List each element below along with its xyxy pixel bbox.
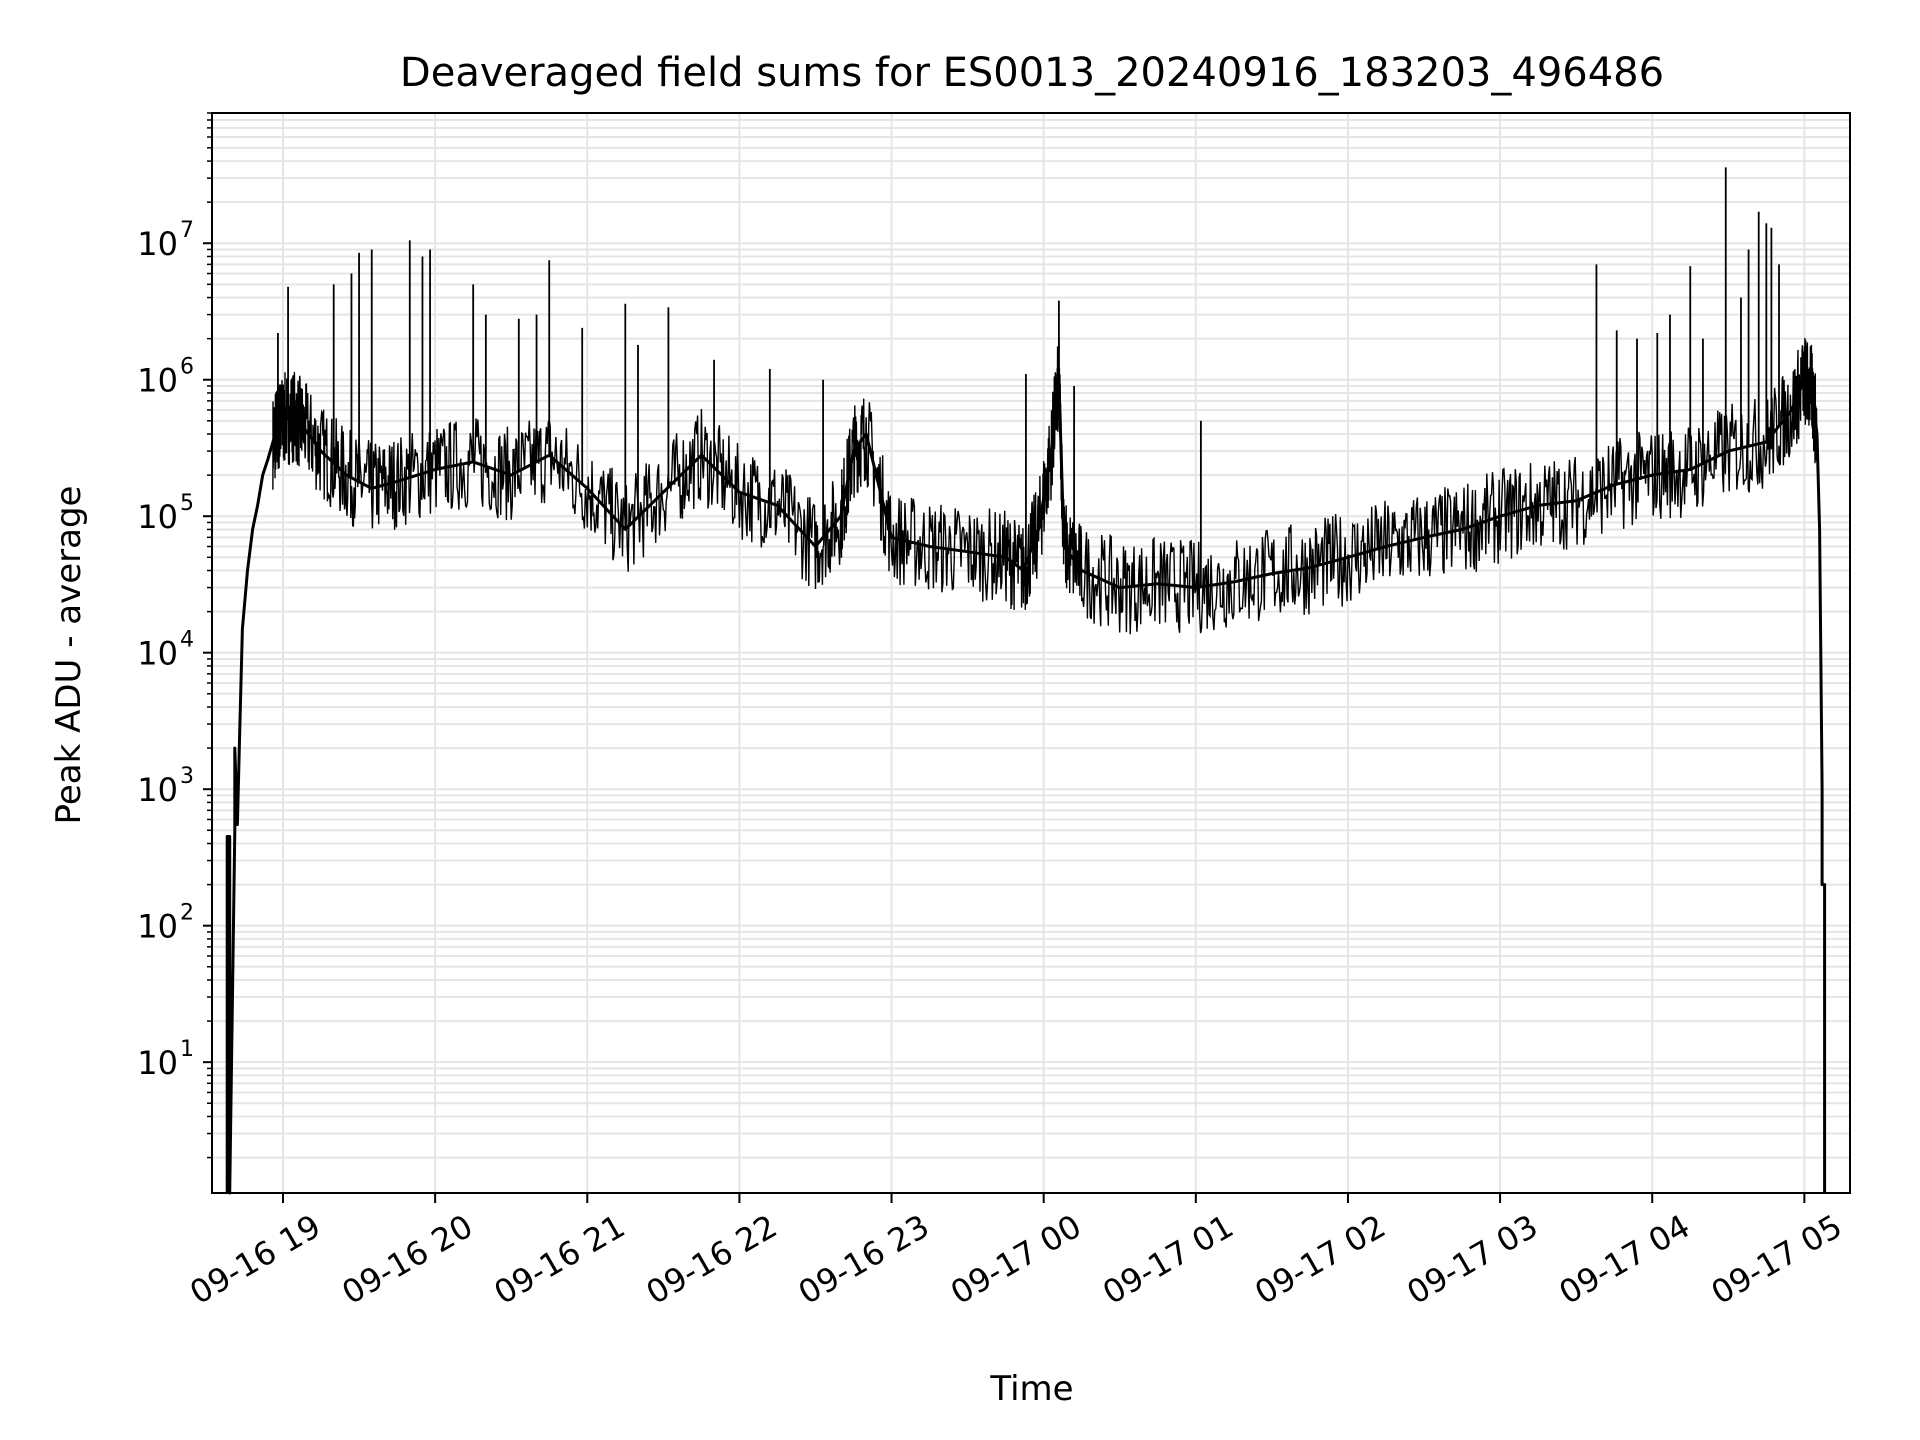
grid-layer (212, 112, 1850, 1193)
y-tick-label: 10 (137, 1044, 178, 1082)
x-axis-label: Time (989, 1369, 1073, 1409)
y-tick-label: 10 (137, 908, 178, 946)
y-tick-label: 10 (137, 498, 178, 536)
y-tick-label: 10 (137, 362, 178, 400)
y-tick-label: 10 (137, 635, 178, 673)
y-tick-exponent: 6 (180, 355, 194, 380)
y-tick-exponent: 7 (180, 218, 194, 243)
y-tick-exponent: 1 (180, 1037, 194, 1062)
y-tick-exponent: 3 (180, 764, 194, 789)
y-tick-label: 10 (137, 225, 178, 263)
y-axis-label: Peak ADU - average (49, 486, 89, 825)
y-tick-label: 10 (137, 771, 178, 809)
series-noise-line (272, 337, 1818, 635)
y-tick-exponent: 4 (180, 628, 194, 653)
data-layer (225, 167, 1827, 1195)
y-tick-exponent: 5 (180, 491, 194, 516)
y-tick-exponent: 2 (180, 901, 194, 926)
chart-title: Deaveraged field sums for ES0013_2024091… (400, 50, 1664, 96)
